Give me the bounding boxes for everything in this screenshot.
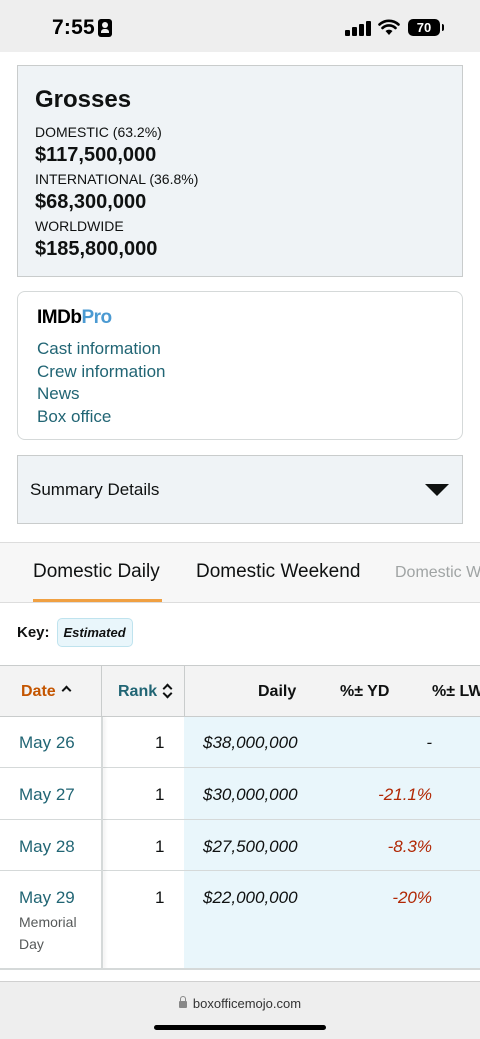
row-holiday-note: Day [19,936,44,952]
grosses-title: Grosses [35,86,132,113]
row-pct-yd: -21.1% [378,785,432,804]
row-rank: 1 [155,785,165,804]
header-rank-label: Rank [118,683,158,700]
cellular-signal-icon [345,20,371,36]
caret-down-icon [425,483,449,496]
imdbpro-panel: IMDbPro Cast information Crew informatio… [17,291,463,440]
domestic-label: DOMESTIC (63.2%) [35,124,162,140]
row-daily: $22,000,000 [203,888,298,907]
row-pct-yd: -20% [392,888,432,907]
link-box-office[interactable]: Box office [37,406,112,426]
url-text: boxofficemojo.com [192,996,302,1011]
active-tab-indicator [33,599,162,602]
domestic-value: $117,500,000 [35,144,157,166]
key-legend: Key: Estimated [17,616,133,648]
daily-table: Date Rank Daily %± YD %± LW May 26 1 $38… [0,665,480,970]
home-indicator[interactable] [154,1025,326,1030]
table-row: May 29 Memorial Day 1 $22,000,000 -20% [0,871,480,968]
summary-details-label: Summary Details [30,479,160,499]
row-date[interactable]: May 29 [19,888,75,907]
battery-icon: 70 [408,19,444,36]
header-divider [101,666,102,718]
table-body: May 26 1 $38,000,000 - May 27 1 $30,000,… [0,717,480,968]
header-divider [184,666,185,718]
row-rank: 1 [155,888,165,907]
imdb-logo-text: IMDb [37,307,82,328]
url-bar[interactable]: boxofficemojo.com [0,996,480,1011]
imdbpro-logo[interactable]: IMDbPro [37,306,443,330]
header-date[interactable]: Date [21,683,72,701]
table-row: May 26 1 $38,000,000 - [0,717,480,768]
tab-domestic-weekly[interactable]: Domestic W [395,564,480,581]
row-daily: $30,000,000 [203,785,298,804]
link-cast-information[interactable]: Cast information [37,339,161,358]
table-row: May 28 1 $27,500,000 -8.3% [0,820,480,871]
sort-ascending-icon [61,685,72,696]
header-rank[interactable]: Rank [118,683,172,701]
row-date[interactable]: May 28 [19,837,75,856]
lock-icon [178,996,187,1008]
link-news[interactable]: News [37,384,80,403]
header-daily[interactable]: Daily [258,683,297,700]
header-date-label: Date [21,683,56,700]
table-row: May 27 1 $30,000,000 -21.1% [0,768,480,820]
worldwide-label: WORLDWIDE [35,218,124,234]
contact-card-icon [98,19,112,37]
status-time: 7:55 [52,16,95,39]
link-crew-information[interactable]: Crew information [37,361,166,381]
tab-domestic-daily[interactable]: Domestic Daily [33,561,160,582]
international-value: $68,300,000 [35,191,147,213]
row-date[interactable]: May 27 [19,785,75,804]
row-pct-yd: - [426,733,432,752]
highlight-column [184,717,480,968]
header-pct-yd[interactable]: %± YD [340,683,390,700]
row-holiday-note: Memorial [19,914,77,930]
status-bar: 7:55 70 [0,0,480,52]
row-daily: $27,500,000 [203,837,298,856]
row-rank: 1 [155,733,165,752]
browser-bar: boxofficemojo.com [0,981,480,1039]
sort-icon [163,684,172,698]
wifi-icon [378,19,400,35]
summary-details-toggle[interactable]: Summary Details [17,455,463,524]
header-pct-lw[interactable]: %± LW [432,683,480,700]
row-date[interactable]: May 26 [19,733,75,752]
row-daily: $38,000,000 [203,733,298,752]
international-label: INTERNATIONAL (36.8%) [35,171,199,187]
tab-domestic-weekend[interactable]: Domestic Weekend [196,561,361,582]
key-label: Key: [17,623,50,641]
row-pct-yd: -8.3% [387,837,432,856]
table-header: Date Rank Daily %± YD %± LW [0,665,480,718]
grosses-panel: Grosses DOMESTIC (63.2%) $117,500,000 IN… [17,65,463,277]
estimated-badge: Estimated [56,617,133,647]
worldwide-value: $185,800,000 [35,238,158,260]
sticky-column-divider [101,717,103,968]
row-rank: 1 [155,837,165,856]
pro-logo-text: Pro [81,307,112,328]
release-tabs: Domestic Daily Domestic Weekend Domestic… [0,542,480,603]
